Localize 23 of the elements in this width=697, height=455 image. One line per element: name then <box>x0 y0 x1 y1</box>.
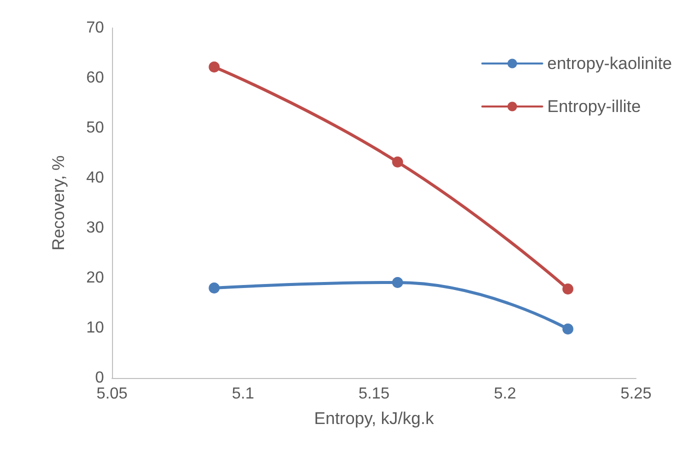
point <box>392 156 404 168</box>
point <box>392 277 404 288</box>
y-tick-label: 30 <box>86 220 104 236</box>
y-tick-label: 70 <box>86 20 104 36</box>
legend-label: entropy-kaolinite <box>547 54 672 73</box>
x-axis-title: Entropy, kJ/kg.k <box>314 409 434 428</box>
x-tick-label: 5.1 <box>232 386 254 402</box>
y-tick-label: 40 <box>86 170 104 186</box>
y-tick-label: 0 <box>95 370 104 386</box>
point <box>562 324 574 334</box>
y-tick-label: 20 <box>86 270 104 286</box>
point <box>562 284 574 294</box>
x-tick-label: 5.25 <box>620 386 652 402</box>
point <box>208 282 220 294</box>
legend-label: Entropy-illite <box>547 97 641 116</box>
y-tick-label: 60 <box>86 70 104 86</box>
point <box>208 62 220 72</box>
y-tick-label: 50 <box>86 120 104 136</box>
x-tick-label: 5.05 <box>96 386 128 402</box>
y-axis-title: Recovery, % <box>49 155 68 251</box>
y-tick-label: 10 <box>86 320 104 336</box>
x-tick-label: 5.15 <box>358 386 390 402</box>
x-tick-label: 5.2 <box>494 386 516 402</box>
